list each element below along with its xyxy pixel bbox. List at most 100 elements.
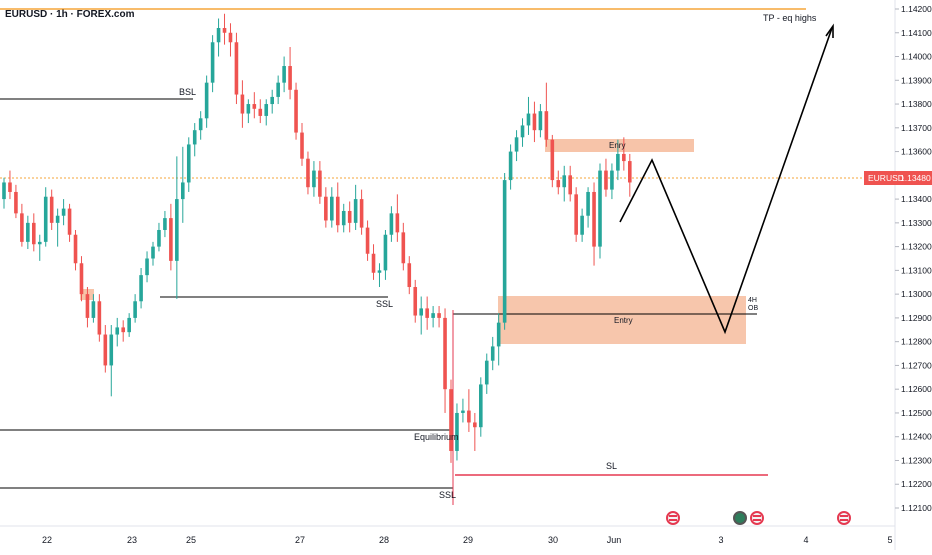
candle[interactable] — [544, 111, 549, 140]
candle[interactable] — [449, 389, 453, 451]
candle[interactable] — [151, 246, 155, 259]
candle[interactable] — [532, 113, 537, 131]
candle[interactable] — [502, 180, 507, 323]
candle[interactable] — [43, 196, 48, 242]
candle[interactable] — [246, 104, 251, 114]
candle[interactable] — [139, 275, 143, 302]
candle[interactable] — [204, 82, 209, 119]
candle[interactable] — [49, 196, 54, 223]
candle[interactable] — [240, 94, 245, 114]
candle[interactable] — [294, 89, 298, 133]
candle[interactable] — [306, 158, 310, 188]
candle[interactable] — [300, 132, 304, 159]
candle[interactable] — [473, 422, 477, 428]
candle[interactable] — [538, 111, 543, 131]
candle[interactable] — [181, 182, 185, 200]
candle[interactable] — [270, 96, 274, 105]
candle[interactable] — [455, 412, 459, 451]
candle[interactable] — [616, 153, 620, 171]
candle[interactable] — [312, 170, 316, 188]
candle[interactable] — [73, 234, 78, 264]
candle[interactable] — [574, 194, 578, 235]
candle[interactable] — [14, 191, 18, 214]
candle[interactable] — [61, 208, 66, 216]
candle[interactable] — [395, 213, 400, 233]
candle[interactable] — [556, 180, 561, 188]
candle[interactable] — [115, 327, 120, 335]
candle[interactable] — [520, 125, 525, 138]
candle[interactable] — [490, 346, 495, 361]
candle[interactable] — [121, 327, 125, 333]
candle[interactable] — [32, 222, 36, 245]
candle[interactable] — [8, 182, 12, 192]
candle[interactable] — [109, 334, 114, 366]
price-axis[interactable]: 1.12100 1.12200 1.12300 1.12400 1.12500 1.126… — [895, 4, 932, 513]
candle[interactable] — [210, 42, 215, 83]
candle[interactable] — [37, 241, 42, 245]
candle[interactable] — [431, 313, 435, 318]
candle[interactable] — [85, 294, 90, 318]
candle[interactable] — [610, 170, 614, 190]
candle[interactable] — [234, 42, 239, 95]
projection-path[interactable] — [619, 27, 833, 335]
entry-zone-upper[interactable] — [545, 139, 694, 152]
candle[interactable] — [192, 130, 197, 145]
candle[interactable] — [407, 263, 412, 288]
candle[interactable] — [341, 210, 346, 226]
candle[interactable] — [580, 215, 584, 235]
candle[interactable] — [145, 258, 149, 276]
candle[interactable] — [496, 322, 501, 347]
candle[interactable] — [383, 234, 388, 271]
candle[interactable] — [91, 301, 96, 318]
candle[interactable] — [264, 104, 269, 116]
candle[interactable] — [484, 360, 489, 385]
entry-zone-lower[interactable] — [498, 296, 746, 344]
candle[interactable] — [252, 104, 257, 109]
candle[interactable] — [324, 196, 328, 221]
candle[interactable] — [79, 263, 84, 295]
candle[interactable] — [586, 191, 590, 216]
candle[interactable] — [568, 175, 572, 195]
candle[interactable] — [55, 215, 60, 223]
candle[interactable] — [127, 317, 131, 333]
candle[interactable] — [413, 287, 418, 316]
candle[interactable] — [133, 301, 137, 318]
candle[interactable] — [401, 232, 406, 264]
candle[interactable] — [479, 384, 483, 428]
candle[interactable] — [592, 191, 596, 247]
us-flag-icon[interactable] — [837, 511, 851, 525]
candle[interactable] — [318, 170, 322, 197]
candle[interactable] — [377, 270, 382, 273]
candle[interactable] — [508, 151, 513, 181]
candle[interactable] — [335, 196, 340, 226]
candle[interactable] — [371, 253, 376, 273]
candle[interactable] — [419, 308, 423, 316]
candle[interactable] — [550, 139, 555, 181]
candle[interactable] — [443, 317, 447, 390]
time-axis[interactable]: 22 23 25 27 28 29 30 Jun 3 4 5 — [42, 535, 893, 545]
candle[interactable] — [216, 28, 221, 43]
candle[interactable] — [282, 66, 286, 83]
candle[interactable] — [67, 208, 72, 235]
candle[interactable] — [258, 108, 263, 116]
candle[interactable] — [598, 170, 602, 247]
candle[interactable] — [359, 199, 364, 228]
candle[interactable] — [228, 32, 233, 43]
candle[interactable] — [526, 113, 531, 126]
candle[interactable] — [169, 218, 173, 261]
candle[interactable] — [186, 144, 191, 183]
candle[interactable] — [562, 175, 567, 188]
candle[interactable] — [198, 118, 203, 131]
candle[interactable] — [26, 222, 30, 242]
candle[interactable] — [222, 28, 227, 33]
candle[interactable] — [425, 308, 429, 318]
candle[interactable] — [157, 229, 161, 247]
candle[interactable] — [353, 199, 358, 223]
candle[interactable] — [2, 182, 6, 200]
candle[interactable] — [622, 153, 626, 162]
candle[interactable] — [604, 170, 608, 190]
candle[interactable] — [467, 410, 471, 423]
candle[interactable] — [288, 66, 292, 90]
